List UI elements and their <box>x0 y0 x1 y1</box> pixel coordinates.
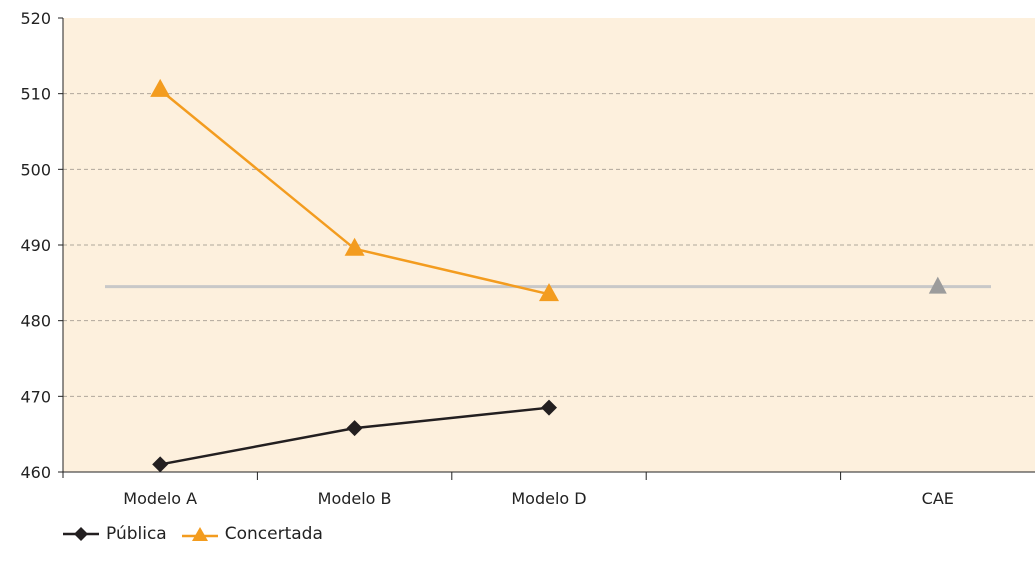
legend: Pública Concertada <box>62 522 337 546</box>
data-point-diamond <box>152 456 169 473</box>
data-point-diamond <box>346 420 363 437</box>
y-tick-label: 470 <box>20 387 51 406</box>
y-tick-label: 510 <box>20 85 51 104</box>
y-tick-label: 480 <box>20 312 51 331</box>
x-tick-label: Modelo A <box>123 489 197 508</box>
y-tick-label: 460 <box>20 463 51 482</box>
legend-item-publica: Pública <box>62 524 167 544</box>
data-point-triangle <box>539 283 559 302</box>
axes: 460 470 480 490 500 510 520 Modelo A Modelo B Mod… <box>20 9 1035 508</box>
legend-item-concertada: Concertada <box>181 524 323 544</box>
data-point-triangle <box>150 78 171 97</box>
y-tick-label: 500 <box>20 160 51 179</box>
y-tick-label: 520 <box>20 9 51 28</box>
triangle-marker-icon <box>181 527 218 541</box>
x-tick-label: Modelo B <box>318 489 392 508</box>
y-tick-label: 490 <box>20 236 51 255</box>
x-tick-label: Modelo D <box>511 489 586 508</box>
series-group <box>150 78 559 473</box>
data-point-triangle <box>344 237 365 256</box>
data-point-diamond <box>541 399 557 416</box>
legend-label-concertada: Concertada <box>224 524 323 544</box>
diamond-marker-icon <box>63 527 99 541</box>
x-tick-label: CAE <box>922 489 954 508</box>
reference-marker <box>928 276 947 294</box>
gridlines <box>63 93 1035 397</box>
legend-label-publica: Pública <box>106 524 167 544</box>
